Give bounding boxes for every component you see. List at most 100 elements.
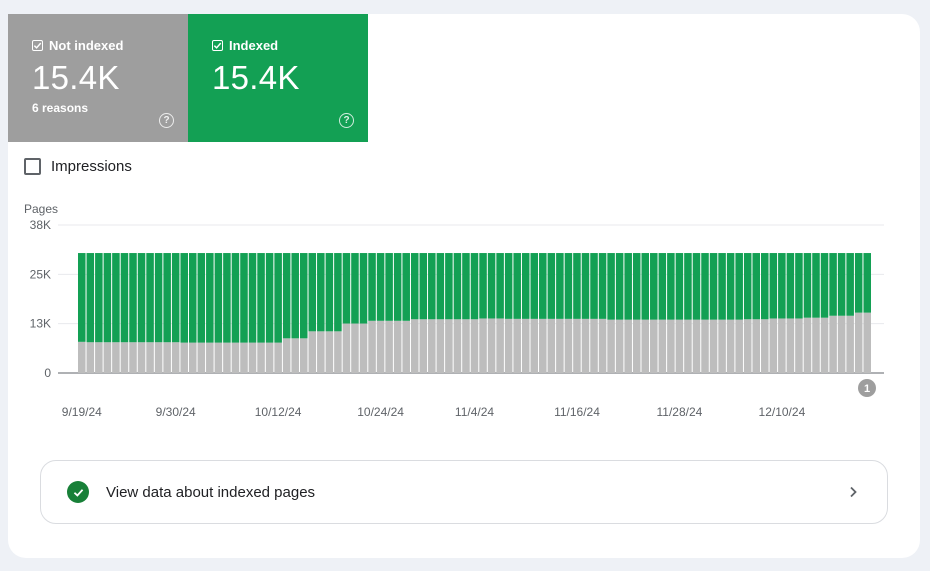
indexed-bar <box>803 253 812 318</box>
check-circle-icon <box>67 481 89 503</box>
indexed-bar <box>735 253 743 320</box>
indexed-bar <box>308 253 317 332</box>
indexed-bar <box>726 253 735 320</box>
indexed-bar <box>419 253 428 320</box>
not-indexed-bar <box>709 319 718 373</box>
indexed-bar <box>206 253 214 343</box>
not-indexed-bar <box>641 319 650 373</box>
not-indexed-bar <box>547 318 556 373</box>
y-axis-title: Pages <box>24 202 58 216</box>
indexed-bar <box>829 253 837 316</box>
not-indexed-bar <box>530 318 539 373</box>
not-indexed-bar <box>573 318 581 373</box>
indexed-bar <box>769 253 778 319</box>
tile-label: Indexed <box>229 38 279 53</box>
indexed-tile[interactable]: Indexed 15.4K ? <box>188 14 368 142</box>
indexed-bar <box>402 253 410 321</box>
not-indexed-bar <box>419 319 428 373</box>
not-indexed-bar <box>837 315 846 373</box>
annotation-label: 1 <box>864 383 870 395</box>
not-indexed-bar <box>112 342 120 373</box>
indexed-bar <box>743 253 752 320</box>
indexed-bar <box>701 253 709 320</box>
not-indexed-bar <box>462 319 470 373</box>
not-indexed-bar <box>863 312 871 373</box>
indexed-bar <box>154 253 163 343</box>
not-indexed-bar <box>95 342 103 373</box>
indexed-bar <box>752 253 761 320</box>
checkbox-unchecked-icon[interactable] <box>24 158 41 175</box>
indexed-bar <box>709 253 718 320</box>
indexed-bar <box>692 253 701 320</box>
indexed-bar <box>197 253 206 343</box>
not-indexed-bar <box>154 342 163 373</box>
indexed-bar <box>282 253 291 339</box>
not-indexed-bar <box>410 319 419 373</box>
y-tick-label: 25K <box>30 267 51 281</box>
indexed-bar <box>120 253 129 343</box>
not-indexed-bar <box>615 319 624 373</box>
indexed-bar <box>786 253 795 319</box>
not-indexed-bar <box>274 342 282 373</box>
tile-value: 15.4K <box>32 59 120 96</box>
not-indexed-bar <box>786 318 795 373</box>
chevron-right-icon <box>850 486 857 498</box>
indexed-bar <box>342 253 351 324</box>
help-circle-icon[interactable]: ? <box>159 113 174 128</box>
not-indexed-tile[interactable]: Not indexed 15.4K 6 reasons ? <box>8 14 188 142</box>
not-indexed-bar <box>351 323 359 373</box>
not-indexed-bar <box>453 319 462 373</box>
not-indexed-bar <box>257 342 265 373</box>
not-indexed-bar <box>513 318 521 373</box>
indexed-bar <box>393 253 402 321</box>
indexed-bar <box>214 253 223 343</box>
impressions-toggle[interactable]: Impressions <box>24 158 132 175</box>
not-indexed-bar <box>479 318 487 373</box>
indexed-bar <box>248 253 257 343</box>
not-indexed-bar <box>180 342 188 373</box>
checkbox-checked-icon[interactable] <box>212 40 223 51</box>
not-indexed-bar <box>359 323 368 373</box>
cta-label: View data about indexed pages <box>106 483 316 501</box>
not-indexed-bar <box>701 319 709 373</box>
indexed-bar <box>479 253 487 319</box>
not-indexed-bar <box>658 319 667 373</box>
indexed-bar <box>274 253 282 343</box>
not-indexed-bar <box>795 318 803 373</box>
indexed-bar <box>513 253 521 319</box>
indexed-bar <box>299 253 308 339</box>
not-indexed-bar <box>820 317 829 373</box>
indexed-bar <box>718 253 726 320</box>
not-indexed-bar <box>829 315 837 373</box>
indexed-bar <box>257 253 265 343</box>
not-indexed-bar <box>248 342 257 373</box>
x-tick-label: 9/30/24 <box>156 405 196 419</box>
not-indexed-bar <box>778 318 786 373</box>
indexed-bar <box>462 253 470 320</box>
not-indexed-bar <box>667 319 675 373</box>
not-indexed-bar <box>854 312 863 373</box>
not-indexed-bar <box>402 320 410 373</box>
impressions-label: Impressions <box>51 158 132 175</box>
indexed-bar <box>778 253 786 319</box>
view-indexed-pages-button[interactable]: View data about indexed pages <box>40 460 888 524</box>
tile-label: Not indexed <box>49 38 124 53</box>
checkbox-checked-icon[interactable] <box>32 40 43 51</box>
help-circle-icon[interactable]: ? <box>339 113 354 128</box>
indexed-bar <box>530 253 539 319</box>
indexed-bar <box>445 253 453 320</box>
indexed-bar <box>607 253 615 320</box>
not-indexed-bar <box>564 318 573 373</box>
tile-value: 15.4K <box>212 59 300 96</box>
pages-stacked-bar-chart: Pages 0 13K 25K 38K 9/19/24 9/30/24 10/12/24 10/… <box>24 202 884 419</box>
indexed-bar <box>334 253 342 332</box>
indexed-bar <box>146 253 154 343</box>
not-indexed-bar <box>86 342 95 373</box>
not-indexed-bar <box>308 331 317 373</box>
not-indexed-bar <box>812 317 820 373</box>
not-indexed-bar <box>624 319 632 373</box>
index-status-card: Not indexed 15.4K 6 reasons ? Indexed 15… <box>8 14 920 558</box>
indexed-bar <box>180 253 188 343</box>
not-indexed-bar <box>299 338 308 373</box>
indexed-bar <box>376 253 385 321</box>
